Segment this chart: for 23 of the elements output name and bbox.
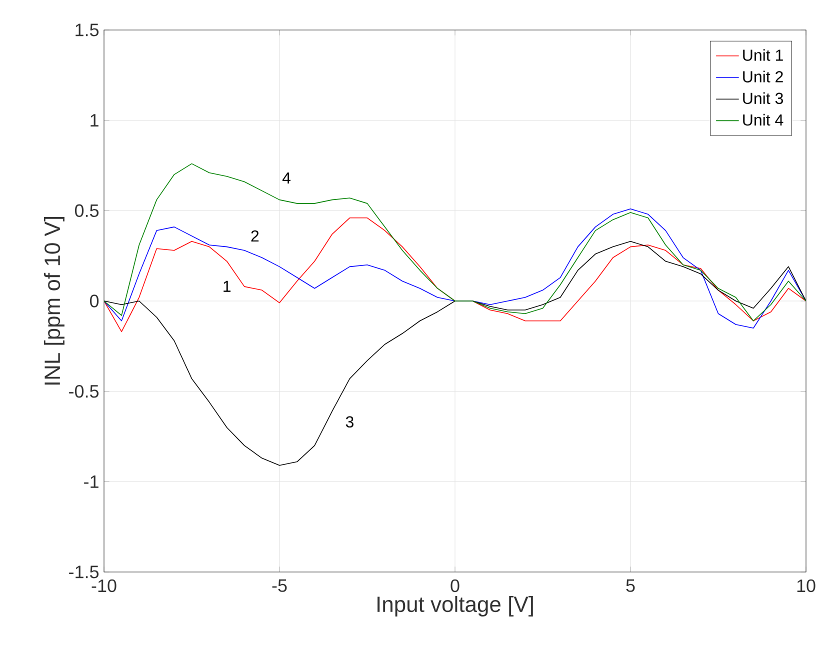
legend-label: Unit 3 xyxy=(743,92,783,104)
y-tick-label: -1 xyxy=(84,475,98,488)
y-axis-title: INL [ppm of 10 V] xyxy=(44,216,64,385)
y-tick-label: 0 xyxy=(90,294,99,308)
annotation: 1 xyxy=(224,280,231,292)
annotation: 3 xyxy=(346,416,354,428)
annotation: 2 xyxy=(251,230,259,242)
y-tick-label: -0.5 xyxy=(69,384,99,398)
x-tick-label: -10 xyxy=(92,579,116,592)
y-tick-label: 1.5 xyxy=(76,24,99,36)
x-tick-label: 10 xyxy=(797,579,816,592)
line-series xyxy=(104,240,806,466)
x-tick-label: 0 xyxy=(450,579,460,592)
y-tick-label: 1 xyxy=(90,114,98,127)
legend-label: Unit 4 xyxy=(743,114,784,126)
annotation: 4 xyxy=(282,172,290,184)
x-tick-label: -5 xyxy=(272,579,287,592)
y-tick-label: 0.5 xyxy=(74,204,99,218)
legend-label: Unit 2 xyxy=(743,70,783,82)
x-axis-title: Input voltage [V] xyxy=(378,596,533,616)
legend-label: Unit 1 xyxy=(743,49,783,61)
x-tick-label: 5 xyxy=(626,579,635,592)
y-tick-label: -1.5 xyxy=(69,566,99,578)
